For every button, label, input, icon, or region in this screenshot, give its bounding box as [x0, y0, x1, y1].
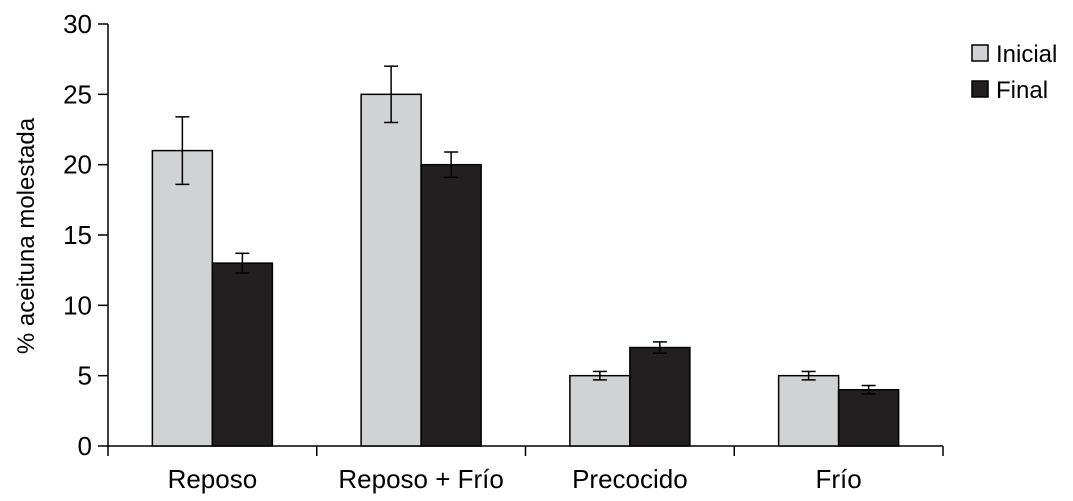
legend: Inicial Final	[971, 41, 1057, 104]
x-axis-labels: Reposo Reposo + Frío Precocido Frío	[107, 446, 944, 494]
x-category-label: Frío	[816, 464, 862, 494]
y-axis-title: % aceituna molestada	[13, 117, 40, 354]
y-tick-label: 20	[63, 150, 92, 180]
y-tick-label: 5	[78, 361, 92, 391]
y-tick-label: 25	[63, 79, 92, 109]
error-bars	[175, 65, 876, 395]
y-axis-ticks: 0 5 10 15 20 25 30	[63, 9, 108, 461]
x-category-label: Precocido	[572, 464, 688, 494]
bar-inicial	[569, 374, 631, 447]
y-tick-label: 30	[63, 9, 92, 39]
legend-label-inicial: Inicial	[996, 41, 1057, 68]
bar-final	[629, 346, 691, 447]
bar-final	[420, 163, 482, 447]
legend-swatch-inicial	[971, 44, 989, 62]
x-category-label: Reposo	[168, 464, 258, 494]
legend-label-final: Final	[996, 77, 1048, 104]
y-tick-label: 15	[63, 220, 92, 250]
bar-inicial	[151, 149, 214, 447]
y-tick-label: 10	[63, 290, 92, 320]
bars	[151, 93, 900, 447]
x-category-label: Reposo + Frío	[338, 464, 503, 494]
bar-final	[211, 262, 274, 447]
legend-swatch-final	[971, 80, 989, 98]
bar-inicial	[777, 374, 840, 447]
y-tick-label: 0	[78, 431, 92, 461]
bar-inicial	[360, 93, 422, 447]
bar-final	[837, 388, 900, 447]
